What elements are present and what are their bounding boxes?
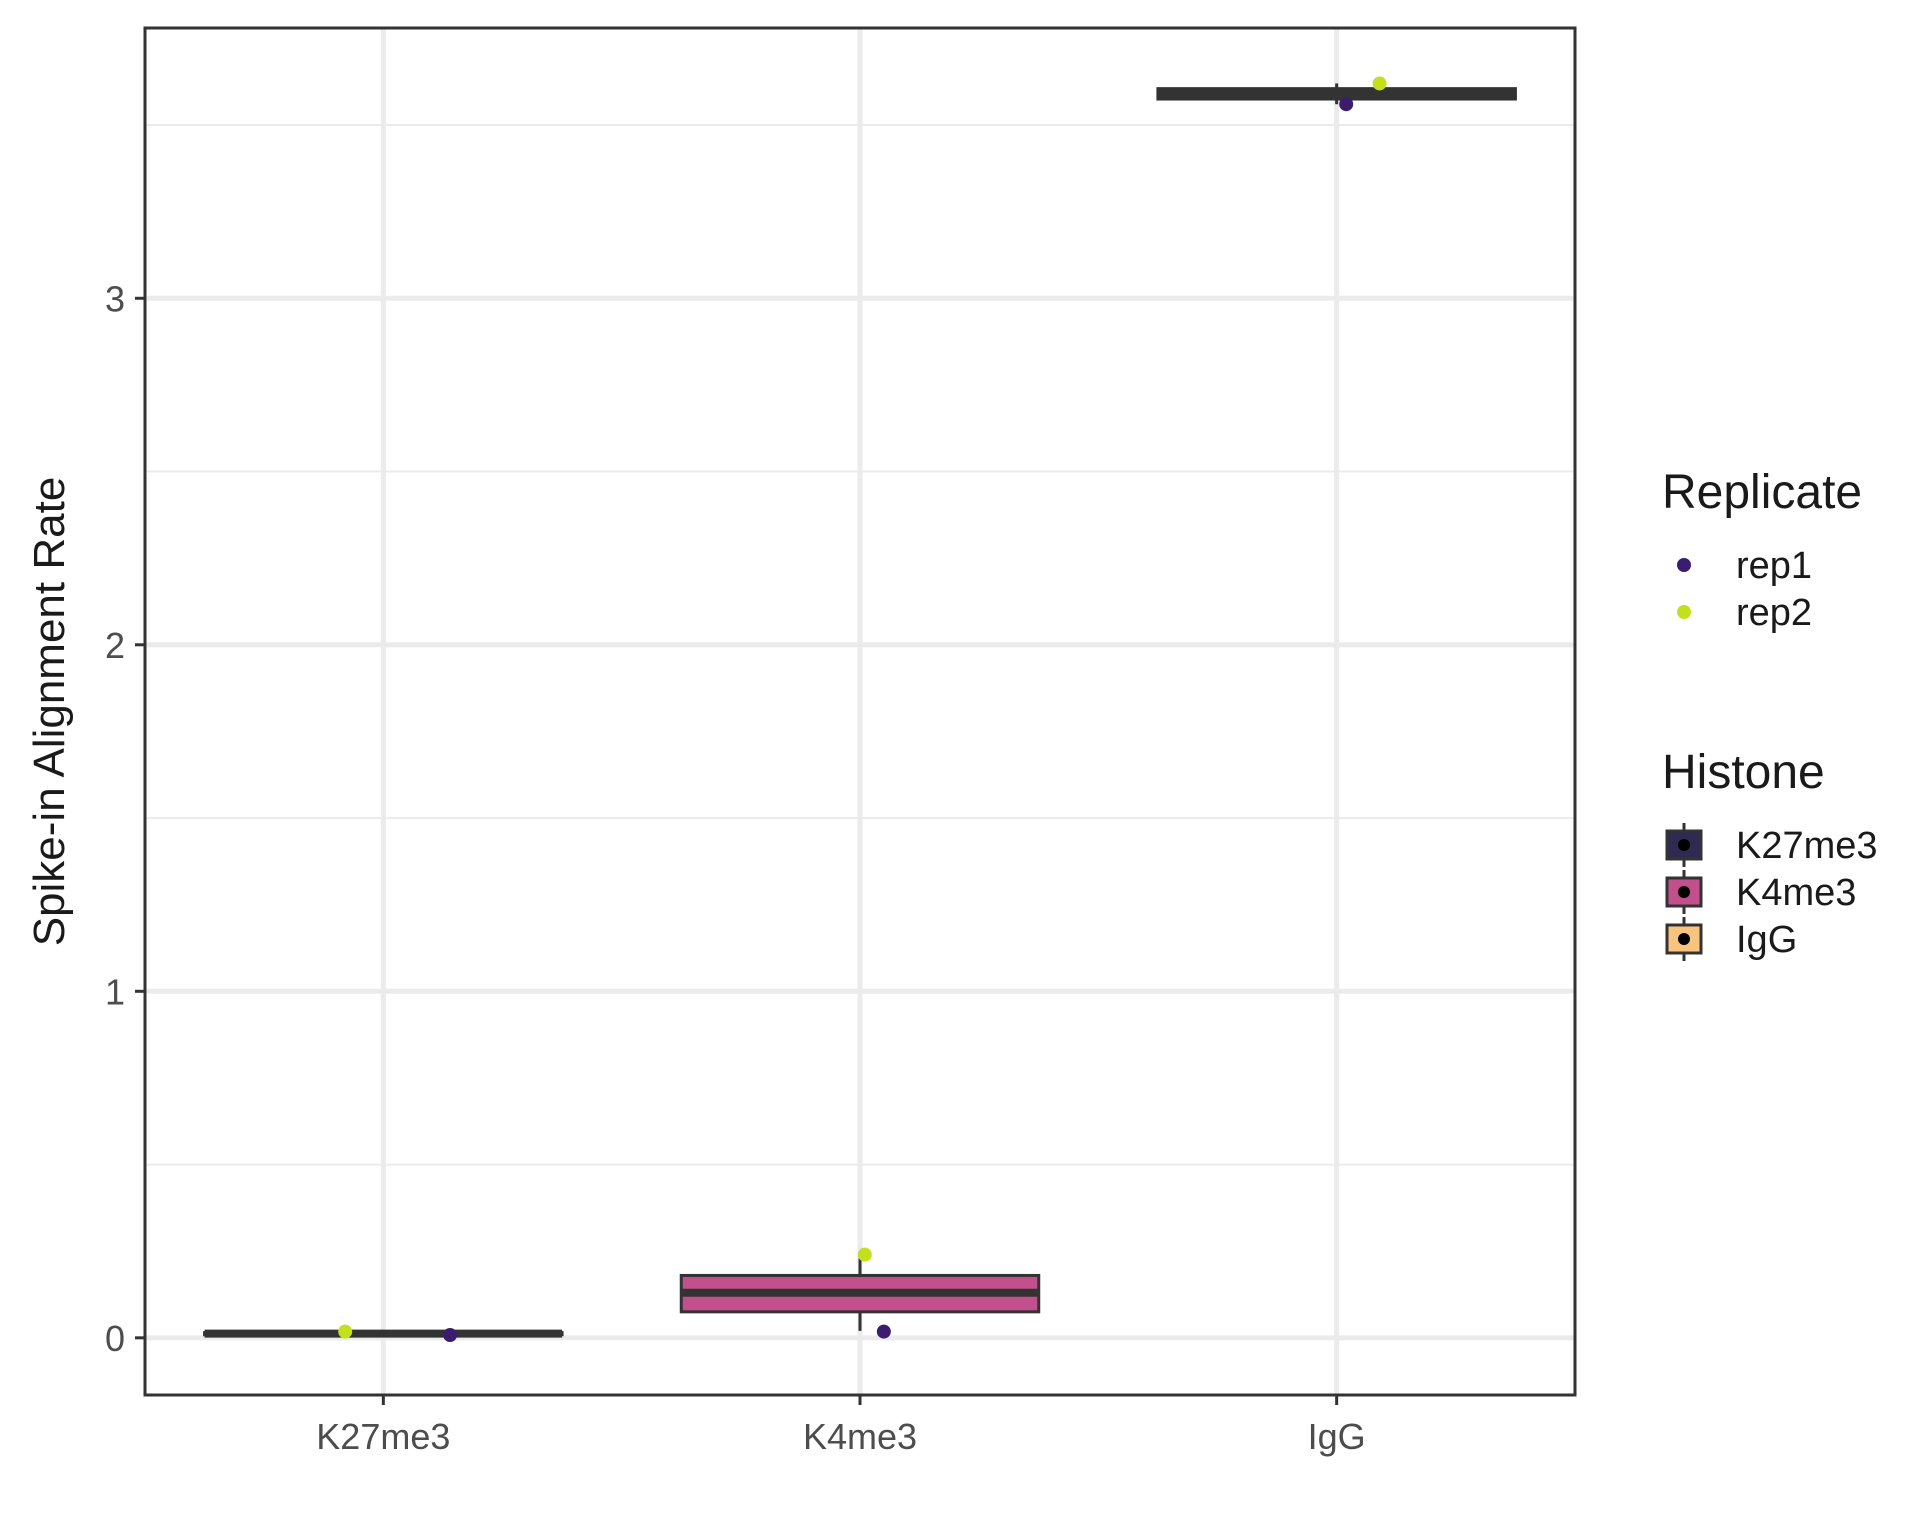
legend-replicate: Replicate rep1 rep2 (1662, 466, 1862, 634)
legend-label: rep1 (1736, 545, 1812, 587)
box-series (203, 83, 1517, 1338)
legend-histone: Histone K27me3 K4me3 IgG (1662, 746, 1878, 961)
legend-key-dot (1678, 886, 1690, 898)
y-tick-label: 3 (105, 278, 125, 319)
x-tick-label: IgG (1308, 1416, 1366, 1457)
x-tick-label: K27me3 (316, 1416, 450, 1457)
box-k27me3 (203, 1329, 564, 1338)
point-igg-rep1 (1339, 97, 1354, 112)
y-axis-title: Spike-in Alignment Rate (25, 477, 74, 947)
x-axis: K27me3 K4me3 IgG (316, 1395, 1366, 1457)
legend-title: Histone (1662, 746, 1825, 799)
y-tick-label: 1 (105, 971, 125, 1012)
point-k27me3-rep1 (443, 1328, 458, 1343)
box-igg (1156, 83, 1517, 105)
legend-key-rep1 (1677, 558, 1691, 572)
x-tick-label: K4me3 (803, 1416, 917, 1457)
legend-key-k27me3 (1665, 823, 1703, 867)
legend-label: rep2 (1736, 592, 1812, 634)
legend: Replicate rep1 rep2 Histone K27me3 K4me3 IgG (1662, 466, 1878, 961)
legend-title: Replicate (1662, 466, 1862, 519)
legend-key-dot (1678, 933, 1690, 945)
y-axis: 0 1 2 3 (105, 278, 145, 1359)
legend-label: K27me3 (1736, 825, 1878, 867)
y-tick-label: 2 (105, 625, 125, 666)
legend-key-igg (1665, 917, 1703, 961)
y-tick-label: 0 (105, 1318, 125, 1359)
legend-key-k4me3 (1665, 870, 1703, 914)
point-k27me3-rep2 (338, 1324, 353, 1339)
legend-key-rep2 (1677, 605, 1691, 619)
point-k4me3-rep2 (857, 1247, 872, 1262)
legend-key-dot (1678, 839, 1690, 851)
legend-label: IgG (1736, 919, 1797, 961)
grid-lines (145, 28, 1575, 1395)
legend-label: K4me3 (1736, 872, 1856, 914)
point-igg-rep2 (1372, 76, 1387, 91)
point-k4me3-rep1 (876, 1324, 891, 1339)
box-k4me3 (679, 1254, 1041, 1331)
replicate-points (338, 76, 1387, 1343)
